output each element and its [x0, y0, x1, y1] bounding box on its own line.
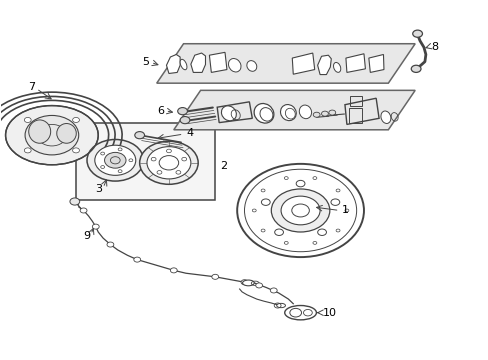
Bar [349, 96, 361, 107]
Circle shape [313, 112, 320, 117]
Circle shape [296, 180, 305, 187]
Circle shape [72, 117, 79, 122]
Polygon shape [344, 98, 378, 125]
Text: 2: 2 [220, 161, 227, 171]
Ellipse shape [280, 104, 296, 121]
Circle shape [321, 111, 328, 116]
Circle shape [24, 148, 31, 153]
Circle shape [317, 229, 326, 235]
Polygon shape [292, 53, 314, 74]
Ellipse shape [228, 59, 241, 72]
Circle shape [180, 117, 189, 124]
Circle shape [274, 229, 283, 235]
Circle shape [166, 149, 171, 153]
Circle shape [330, 199, 339, 206]
Ellipse shape [333, 62, 340, 72]
Ellipse shape [380, 111, 390, 123]
Circle shape [134, 257, 141, 262]
Circle shape [289, 309, 301, 317]
Circle shape [95, 145, 136, 175]
Ellipse shape [29, 120, 51, 143]
Circle shape [87, 139, 143, 181]
Circle shape [255, 283, 262, 288]
Circle shape [129, 159, 133, 162]
Bar [76, 123, 215, 200]
Circle shape [211, 274, 218, 279]
Polygon shape [157, 44, 414, 83]
Circle shape [101, 152, 104, 155]
Ellipse shape [254, 104, 273, 123]
Circle shape [170, 268, 177, 273]
Circle shape [140, 141, 198, 184]
Ellipse shape [180, 59, 186, 70]
Circle shape [92, 224, 99, 229]
Bar [348, 108, 361, 123]
Polygon shape [317, 55, 330, 75]
Circle shape [118, 170, 122, 173]
Text: 6: 6 [157, 106, 163, 116]
Circle shape [281, 196, 320, 225]
Circle shape [70, 198, 80, 205]
Ellipse shape [299, 105, 311, 119]
Polygon shape [173, 90, 414, 130]
Circle shape [241, 280, 247, 285]
Circle shape [107, 242, 114, 247]
Polygon shape [368, 54, 383, 72]
Text: 8: 8 [430, 42, 437, 51]
Polygon shape [166, 54, 180, 73]
Polygon shape [190, 53, 205, 72]
Circle shape [328, 110, 335, 115]
Circle shape [412, 30, 422, 37]
Polygon shape [217, 102, 252, 123]
Ellipse shape [221, 106, 236, 121]
Circle shape [271, 189, 329, 232]
Polygon shape [209, 52, 226, 72]
Circle shape [270, 288, 277, 293]
Circle shape [177, 108, 187, 115]
Text: 3: 3 [95, 184, 102, 194]
Circle shape [25, 116, 79, 155]
Text: 1: 1 [341, 206, 348, 216]
Circle shape [104, 152, 126, 168]
Circle shape [24, 117, 31, 122]
Circle shape [157, 171, 162, 174]
Text: 5: 5 [142, 57, 149, 67]
Ellipse shape [284, 306, 316, 320]
Circle shape [151, 157, 156, 161]
Circle shape [147, 147, 190, 179]
Circle shape [118, 148, 122, 151]
Circle shape [176, 171, 181, 174]
Ellipse shape [57, 123, 76, 143]
Text: 4: 4 [185, 129, 193, 138]
Circle shape [80, 208, 87, 213]
Circle shape [182, 157, 186, 161]
Ellipse shape [276, 303, 285, 308]
Circle shape [410, 65, 420, 72]
Text: 7: 7 [28, 82, 35, 93]
Polygon shape [345, 54, 365, 72]
Text: 10: 10 [322, 308, 336, 318]
Ellipse shape [242, 280, 254, 286]
Ellipse shape [5, 105, 98, 165]
Circle shape [261, 199, 270, 206]
Circle shape [237, 164, 363, 257]
Circle shape [72, 148, 79, 153]
Circle shape [135, 132, 144, 139]
Circle shape [101, 166, 104, 168]
Text: 9: 9 [82, 231, 90, 240]
Ellipse shape [246, 60, 256, 71]
